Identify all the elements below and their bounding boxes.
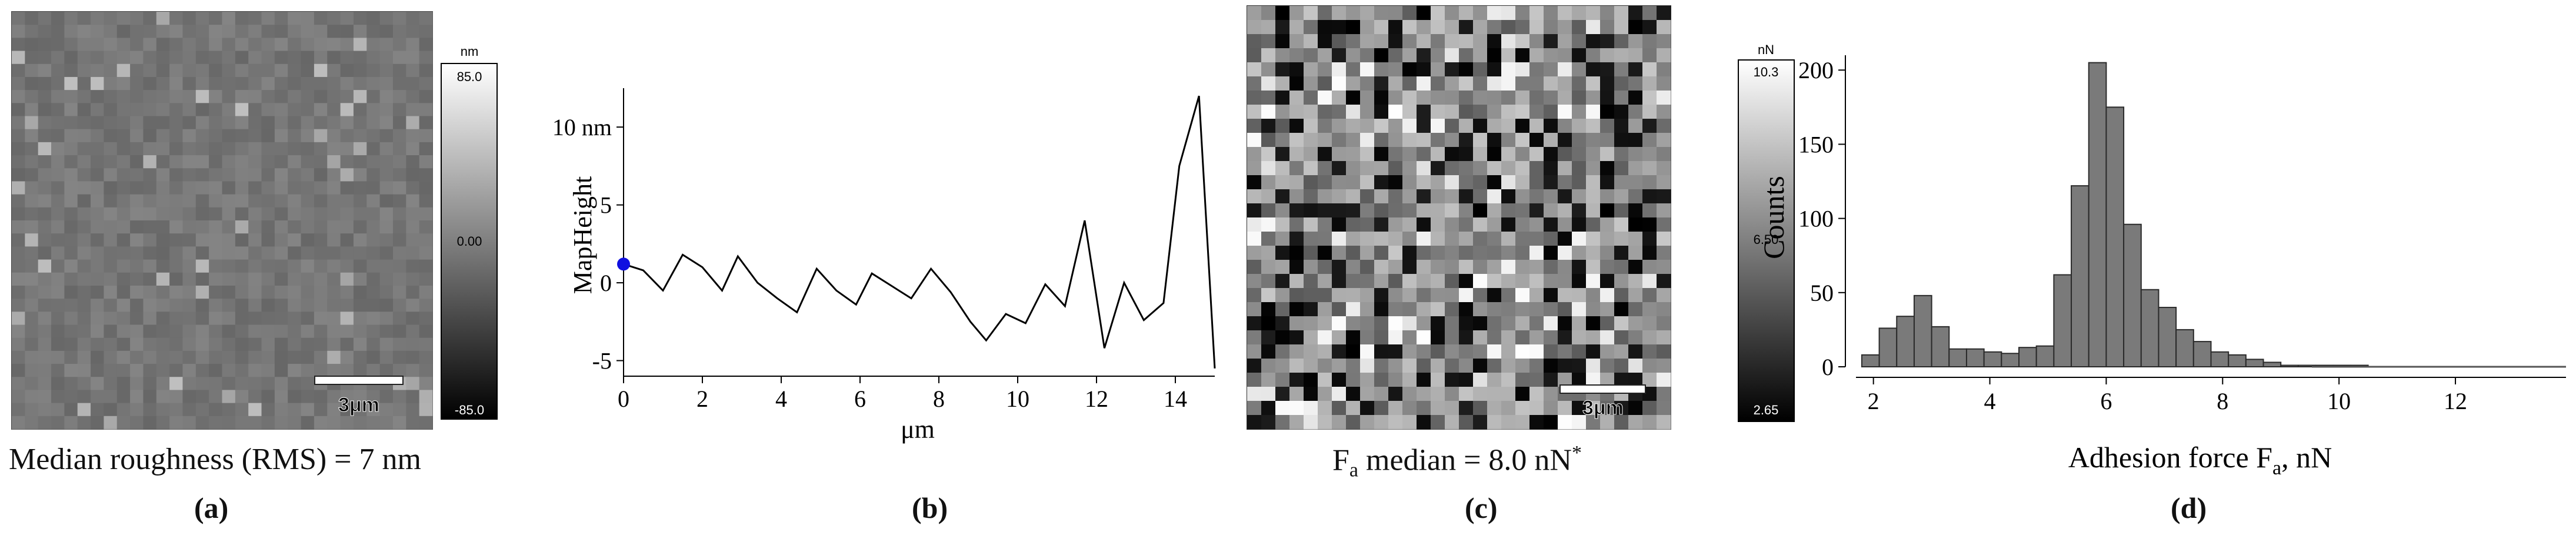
histogram-bar: [1878, 327, 1898, 368]
histogram-bar: [2192, 341, 2212, 367]
caption-a: Median roughness (RMS) = 7 nm: [9, 443, 421, 476]
x-tick-label: 4: [775, 386, 787, 412]
scale-bar: 3μm: [1559, 384, 1646, 420]
x-tick-label: 12: [2444, 388, 2467, 414]
x-ticks: 2 4 6 8 10 12: [1868, 377, 2467, 414]
x-tick-label: 0: [618, 386, 629, 412]
y-tick-label: 0: [600, 270, 612, 296]
histogram-bar: [2071, 185, 2090, 367]
x-tick-label: 8: [933, 386, 945, 412]
x-axis-label: Adhesion force Fa, nN: [2068, 441, 2332, 479]
histogram-bar: [2018, 347, 2037, 368]
colorbar-mid-label: 0.00: [457, 234, 482, 249]
x-tick-label: 12: [1085, 386, 1108, 412]
y-tick-label: -5: [592, 348, 612, 374]
x-tick-label: 4: [1984, 388, 1996, 414]
y-tick-label: 150: [1798, 131, 1834, 158]
height-map-figure: 3μm nm 85.0 0.00 -85.0: [11, 11, 498, 430]
caption-c-text: median = 8.0 nN: [1358, 443, 1572, 477]
profile-series-line: [623, 95, 1216, 369]
panel-letter-b: (b): [912, 491, 948, 524]
histogram-bar: [2262, 361, 2282, 368]
y-tick-label: 50: [1810, 280, 1834, 306]
x-tick-label: 14: [1164, 386, 1187, 412]
histogram-bar: [2035, 345, 2055, 368]
histogram-bar: [1861, 354, 1880, 367]
histogram-bar: [2245, 359, 2264, 368]
histogram-bar: [2175, 329, 2194, 368]
colorbar: nN 10.3 6.50 2.65: [1738, 42, 1795, 422]
y-tick-label: 0: [1822, 354, 1834, 380]
profile-start-marker: [617, 257, 630, 271]
colorbar-unit: nN: [1758, 42, 1774, 57]
y-tick-label: 100: [1798, 206, 1834, 232]
histogram-bar: [1896, 316, 1915, 368]
caption-c-subscript: a: [1349, 459, 1359, 481]
y-axis-label: Counts: [1757, 176, 1790, 259]
caption-c: Fa median = 8.0 nN*: [1332, 442, 1582, 482]
panel-c: 3μm nN 10.3 6.50 2.65 Fa median = 8.0 nN…: [1235, 0, 1824, 539]
colorbar-max-label: 10.3: [1754, 65, 1779, 79]
x-tick-label: 6: [2100, 388, 2112, 414]
x-ticks: 0 2 4 6 8 10 12 14: [618, 376, 1187, 412]
scale-bar: 3μm: [314, 376, 404, 417]
caption-c-superscript: *: [1571, 442, 1582, 464]
y-ticks: -5 0 5 10 nm: [552, 114, 624, 374]
adhesion-map-figure: 3μm nN 10.3 6.50 2.65: [1247, 5, 1795, 430]
colorbar-min-label: -85.0: [455, 403, 484, 417]
panel-b: 0 2 4 6 8 10 12 14 -5 0 5 10 nm μm MapHeight (b): [529, 0, 1235, 539]
x-tick-label: 10: [2327, 388, 2351, 414]
y-tick-label: 200: [1798, 57, 1834, 83]
histogram-bar: [1931, 326, 1950, 367]
y-tick-label: 5: [600, 192, 612, 219]
panel-a: 3μm nm 85.0 0.00 -85.0 Median roughness …: [0, 0, 529, 539]
histogram-bar: [2140, 289, 2160, 367]
histogram-bar: [1948, 348, 1967, 368]
histogram-bar: [2210, 351, 2230, 367]
panel-letter-d: (d): [2171, 491, 2207, 524]
scale-bar-label: 3μm: [1582, 397, 1624, 419]
x-tick-label: 8: [2217, 388, 2228, 414]
panel-letter-c: (c): [1465, 491, 1498, 524]
histogram-bar: [2053, 274, 2072, 367]
panel-letter-a: (a): [194, 491, 229, 524]
colorbar-max-label: 85.0: [457, 69, 482, 84]
colorbar-min-label: 2.65: [1754, 403, 1779, 417]
caption-c-symbol: F: [1332, 443, 1349, 477]
y-axis-label: MapHeight: [568, 176, 597, 294]
histogram-bar: [2123, 223, 2142, 368]
histogram-bar: [2228, 354, 2247, 367]
histogram-bar: [2001, 353, 2020, 367]
y-tick-label: 10 nm: [552, 114, 612, 140]
histogram-bar: [1965, 348, 1985, 368]
x-axis-label: μm: [901, 415, 935, 444]
histogram-bar: [2280, 364, 2299, 368]
histogram-chart: 2 4 6 8 10 12 0 50 100 150 200 Counts Adhesion fo…: [1757, 55, 2566, 479]
y-ticks: 0 50 100 150 200: [1798, 57, 1845, 380]
height-map-pixels: [12, 12, 433, 430]
histogram-bar: [2088, 62, 2107, 368]
x-tick-label: 2: [697, 386, 708, 412]
x-tick-label: 2: [1868, 388, 1879, 414]
colorbar: nm 85.0 0.00 -85.0: [441, 44, 498, 420]
scale-bar-label: 3μm: [338, 394, 379, 416]
panel-d: 2 4 6 8 10 12 0 50 100 150 200 Counts Adhesion fo…: [1757, 0, 2576, 539]
adhesion-map-pixels: [1247, 6, 1671, 430]
x-tick-label: 10: [1006, 386, 1029, 412]
colorbar-mid-label: 6.50: [1754, 232, 1779, 247]
histogram-bars: [1861, 62, 2369, 368]
histogram-bar: [2158, 307, 2177, 367]
histogram-bar: [1913, 294, 1932, 368]
colorbar-unit: nm: [461, 44, 479, 59]
x-tick-label: 6: [854, 386, 866, 412]
histogram-bar: [1983, 351, 2002, 367]
histogram-bar: [2105, 106, 2125, 367]
